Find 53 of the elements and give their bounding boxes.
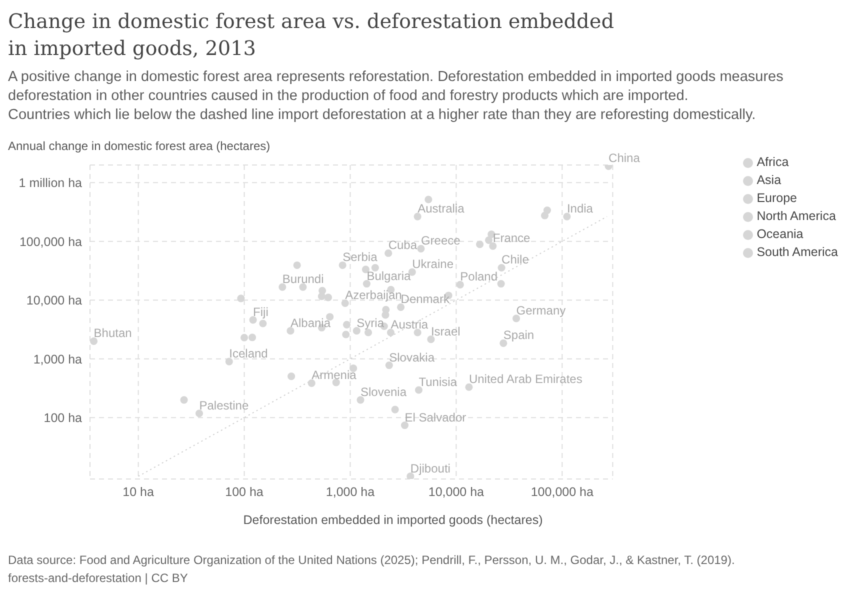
chart-subtitle: A positive change in domestic forest area represents reforestation. Deforestation embedded in imported goods measures deforestation in other countries caused in the production of food and forestry products which are imported. Countries which lie below the dashed line import deforestation at a higher rate than they are reforesting domestically. xyxy=(8,68,784,125)
y-axis-title: Annual change in domestic forest area (hectares) xyxy=(8,139,272,153)
data-label: Tunisia xyxy=(418,374,458,389)
data-label: Germany xyxy=(516,303,566,318)
data-label: Denmark xyxy=(400,292,450,306)
legend-label: Oceania xyxy=(756,227,804,241)
y-tick-label: 10,000 ha xyxy=(26,294,82,308)
data-label: Armenia xyxy=(312,368,357,382)
data-label: Australia xyxy=(418,202,465,216)
data-label: Bhutan xyxy=(94,326,132,340)
legend-label: Europe xyxy=(756,191,798,205)
data-label: Greece xyxy=(420,234,461,248)
x-tick-label: 10,000 ha xyxy=(428,484,484,499)
data-label: Spain xyxy=(503,328,534,342)
y-tick-label: 100 ha xyxy=(44,411,82,426)
data-label: China xyxy=(608,151,640,166)
text: forests-and-deforestation | CC BY xyxy=(8,571,189,585)
x-tick-label: 100,000 ha xyxy=(530,484,594,499)
data-label: Albania xyxy=(290,316,331,330)
data-label: Burundi xyxy=(282,272,324,286)
data-label: Ukraine xyxy=(412,257,454,272)
chart-title: Change in domestic forest area vs. deforestation embedded in imported goods, 2013 xyxy=(8,8,615,62)
data-label: Slovenia xyxy=(360,384,407,399)
y-tick-label: 1 million ha xyxy=(18,176,82,190)
data-label: Poland xyxy=(460,270,498,284)
y-tick-label: 100,000 ha xyxy=(19,234,82,249)
data-label: Azerbaijan xyxy=(345,288,402,302)
y-tick-label: 1,000 ha xyxy=(33,352,82,366)
legend-label: South America xyxy=(756,245,838,259)
data-label: Iceland xyxy=(229,346,268,361)
x-axis-title: Deforestation embedded in imported goods (hectares) xyxy=(242,513,544,527)
data-label: Fiji xyxy=(253,304,268,319)
data-label: Cuba xyxy=(388,238,418,252)
data-label: Slovakia xyxy=(389,350,435,364)
x-tick-label: 1,000 ha xyxy=(326,484,375,499)
data-label: Israel xyxy=(430,324,460,338)
data-label: Palestine xyxy=(199,398,249,412)
data-label: Serbia xyxy=(342,250,378,264)
data-label: Austria xyxy=(390,318,428,332)
data-label: El Salvador xyxy=(404,410,466,424)
x-tick-label: 10 ha xyxy=(122,484,154,499)
x-tick-label: 100 ha xyxy=(225,484,264,499)
data-label: Syria xyxy=(356,316,384,330)
legend-label: Asia xyxy=(756,173,782,187)
data-label: Bulgaria xyxy=(366,268,412,283)
data-label: India xyxy=(566,202,594,216)
data-label: Chile xyxy=(502,252,530,267)
legend-label: Africa xyxy=(756,155,789,169)
data-label: United Arab Emirates xyxy=(468,372,582,386)
data-label: France xyxy=(492,231,531,246)
source-note: Data source: Food and Agriculture Organization of the United Nations (2025); Pendrill, F., Persson, U. M., Godar, J., & Kastner, T. (2019). xyxy=(8,553,736,567)
data-label: Djibouti xyxy=(410,461,450,476)
legend-label: North America xyxy=(756,209,836,223)
